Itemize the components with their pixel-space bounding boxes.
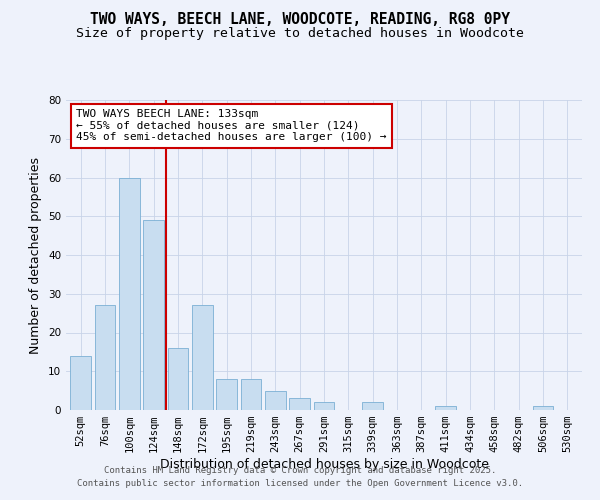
Bar: [265, 390, 286, 410]
Bar: [143, 220, 164, 410]
X-axis label: Distribution of detached houses by size in Woodcote: Distribution of detached houses by size …: [160, 458, 488, 471]
Bar: [314, 402, 334, 410]
Text: TWO WAYS, BEECH LANE, WOODCOTE, READING, RG8 0PY: TWO WAYS, BEECH LANE, WOODCOTE, READING,…: [90, 12, 510, 28]
Y-axis label: Number of detached properties: Number of detached properties: [29, 156, 43, 354]
Bar: [216, 379, 237, 410]
Bar: [436, 406, 456, 410]
Text: Contains HM Land Registry data © Crown copyright and database right 2025.
Contai: Contains HM Land Registry data © Crown c…: [77, 466, 523, 487]
Bar: [192, 306, 212, 410]
Bar: [70, 356, 91, 410]
Bar: [119, 178, 140, 410]
Bar: [95, 306, 115, 410]
Bar: [533, 406, 553, 410]
Text: Size of property relative to detached houses in Woodcote: Size of property relative to detached ho…: [76, 28, 524, 40]
Text: TWO WAYS BEECH LANE: 133sqm
← 55% of detached houses are smaller (124)
45% of se: TWO WAYS BEECH LANE: 133sqm ← 55% of det…: [76, 110, 387, 142]
Bar: [362, 402, 383, 410]
Bar: [289, 398, 310, 410]
Bar: [167, 348, 188, 410]
Bar: [241, 379, 262, 410]
